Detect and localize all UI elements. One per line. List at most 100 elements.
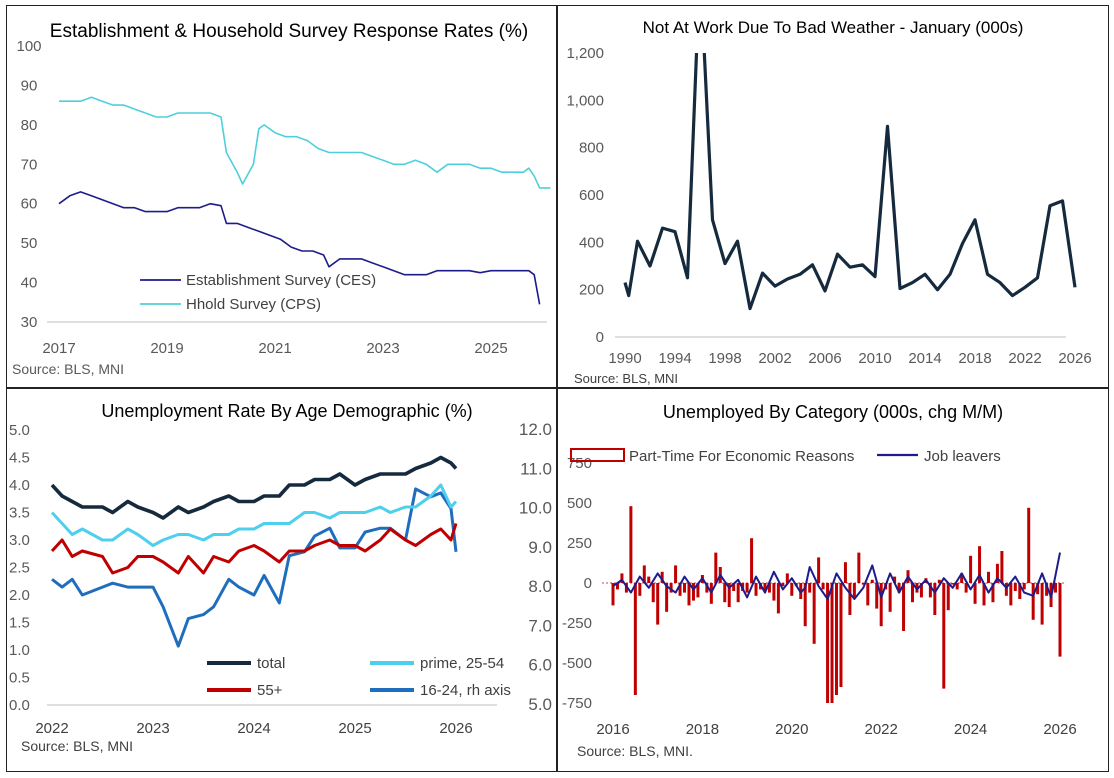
x-tick-label: 2021: [258, 340, 291, 357]
bar: [665, 583, 669, 612]
y-tick-label: 0: [596, 329, 604, 346]
bar: [839, 583, 843, 687]
y-tick-label-left: 0.5: [9, 670, 30, 687]
bar: [951, 583, 955, 585]
bar: [763, 583, 767, 591]
legend-label: total: [257, 655, 285, 672]
bar: [691, 583, 695, 601]
bar: [683, 583, 687, 593]
y-tick-label-left: 0.0: [9, 697, 30, 714]
x-tick-label: 2023: [366, 340, 399, 357]
legend-label: 16-24, rh axis: [420, 682, 511, 699]
bar: [960, 573, 964, 583]
legend-label: Part-Time For Economic Reasons: [629, 448, 854, 465]
bar: [946, 583, 950, 611]
legend-label: Job leavers: [924, 448, 1001, 465]
x-tick-label: 2026: [1058, 350, 1091, 367]
x-tick-label: 2020: [775, 721, 808, 738]
bar: [982, 583, 986, 606]
x-tick-label: 2017: [42, 340, 75, 357]
bar: [727, 583, 731, 607]
bar: [651, 583, 655, 603]
y-tick-label-left: 4.0: [9, 477, 30, 494]
bar: [826, 583, 830, 703]
chart-title: Unemployment Rate By Age Demographic (%): [101, 401, 472, 421]
bar: [705, 583, 709, 593]
bar: [674, 565, 678, 583]
bar: [910, 583, 914, 603]
bar: [919, 583, 923, 598]
series-line: [50, 523, 458, 575]
x-tick-label: 2014: [908, 350, 941, 367]
y-tick-label-left: 3.5: [9, 505, 30, 522]
panel-unemployment-age: Unemployment Rate By Age Demographic (%)…: [6, 388, 557, 772]
bar: [1040, 583, 1044, 625]
bar: [955, 583, 959, 590]
y-tick-label-left: 2.0: [9, 587, 30, 604]
bar: [821, 583, 825, 590]
bar: [1004, 583, 1008, 596]
bar: [835, 583, 838, 695]
bar: [696, 583, 700, 598]
y-tick-label: -500: [562, 655, 592, 672]
bar: [790, 583, 794, 596]
panel-unemployed-category: Unemployed By Category (000s, chg M/M) -7…: [557, 388, 1109, 772]
y-tick-label: 750: [567, 455, 592, 472]
source-note: Source: BLS, MNI: [574, 371, 678, 386]
bar: [870, 579, 874, 583]
chart-unemployed-category: Unemployed By Category (000s, chg M/M) -7…: [562, 402, 1077, 759]
x-tick-label: 2019: [150, 340, 183, 357]
y-tick-label: 1,200: [566, 45, 604, 62]
bar: [687, 583, 691, 606]
legend-swatch: [570, 448, 625, 462]
y-tick-label-left: 3.0: [9, 532, 30, 549]
bar: [852, 583, 856, 598]
source-note: Source: BLS, MNI: [12, 361, 124, 377]
bar: [803, 583, 807, 627]
bar: [808, 583, 812, 593]
bar: [750, 538, 754, 583]
bar: [995, 563, 999, 583]
legend-label: Establishment Survey (CES): [186, 272, 376, 289]
x-tick-label: 2022: [35, 720, 68, 737]
y-tick-label-right: 6.0: [528, 656, 552, 675]
chart-bad-weather: Not At Work Due To Bad Weather - January…: [566, 18, 1091, 386]
bar: [893, 576, 897, 583]
bar: [772, 583, 776, 601]
y-tick-label-right: 8.0: [528, 577, 552, 596]
y-tick-label-right: 10.0: [519, 499, 552, 518]
x-tick-label: 2018: [686, 721, 719, 738]
x-tick-label: 2023: [136, 720, 169, 737]
bar: [785, 573, 789, 583]
y-tick-label: 70: [21, 156, 38, 173]
bar: [861, 583, 865, 585]
series-line: [50, 483, 458, 547]
y-tick-label-right: 5.0: [528, 695, 552, 714]
bar: [714, 552, 718, 583]
bar: [642, 565, 646, 583]
series-line: [623, 53, 1077, 311]
bar: [620, 573, 624, 583]
y-tick-label: 40: [21, 275, 38, 292]
x-tick-label: 2022: [865, 721, 898, 738]
bar: [875, 583, 879, 609]
bar: [991, 583, 995, 603]
legend-label: 55+: [257, 682, 283, 699]
bar: [888, 583, 892, 612]
bar: [902, 583, 906, 631]
bar: [879, 583, 883, 627]
x-tick-label: 2006: [808, 350, 841, 367]
bar: [1009, 583, 1013, 606]
bar: [1045, 583, 1049, 596]
bar: [776, 583, 780, 614]
y-tick-label-left: 4.5: [9, 450, 30, 467]
x-tick-label: 2024: [954, 721, 987, 738]
y-tick-label: 250: [567, 535, 592, 552]
x-tick-label: 2026: [439, 720, 472, 737]
chart-title: Unemployed By Category (000s, chg M/M): [663, 402, 1003, 422]
x-tick-label: 1998: [708, 350, 741, 367]
bar: [1058, 583, 1062, 657]
bar: [933, 583, 937, 615]
y-tick-label-right: 11.0: [520, 459, 552, 478]
y-tick-label: 60: [21, 196, 38, 213]
